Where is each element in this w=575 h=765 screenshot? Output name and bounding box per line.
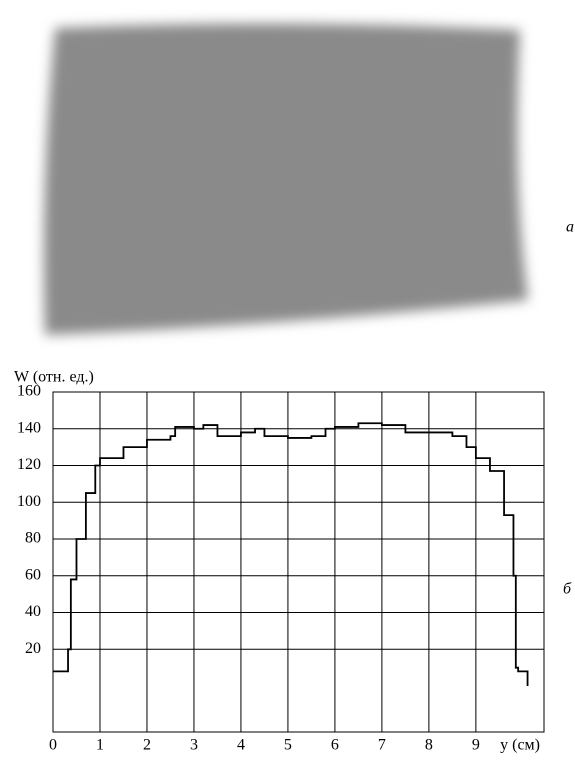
panel-label: а: [566, 219, 574, 236]
x-tick-label: 5: [284, 737, 292, 754]
y-tick-label: 100: [17, 493, 41, 510]
y-tick-label: 140: [17, 419, 41, 436]
x-tick-label: 7: [378, 737, 386, 754]
x-tick-label: 6: [331, 737, 339, 754]
x-tick-label: 8: [425, 737, 433, 754]
x-tick-label: 3: [190, 737, 198, 754]
y-tick-label: 80: [25, 530, 41, 547]
x-tick-label: 0: [49, 737, 57, 754]
plot-frame: [52, 391, 545, 733]
panel-label: б: [563, 581, 572, 598]
data-line: [53, 422, 529, 687]
x-tick-label: 4: [237, 737, 245, 754]
y-tick-label: 60: [25, 566, 41, 583]
sample-image: [43, 23, 528, 335]
x-tick-label: 2: [143, 737, 151, 754]
y-tick-label: 160: [17, 383, 41, 400]
y-tick-label: 20: [25, 640, 41, 657]
y-tick-label: 120: [17, 456, 41, 473]
x-axis-label: y (см): [500, 737, 540, 754]
y-axis-label: W (отн. ед.): [14, 369, 94, 386]
x-tick-label: 9: [472, 737, 480, 754]
sample-shape: [43, 23, 528, 335]
x-tick-label: 1: [96, 737, 104, 754]
y-tick-label: 40: [25, 603, 41, 620]
